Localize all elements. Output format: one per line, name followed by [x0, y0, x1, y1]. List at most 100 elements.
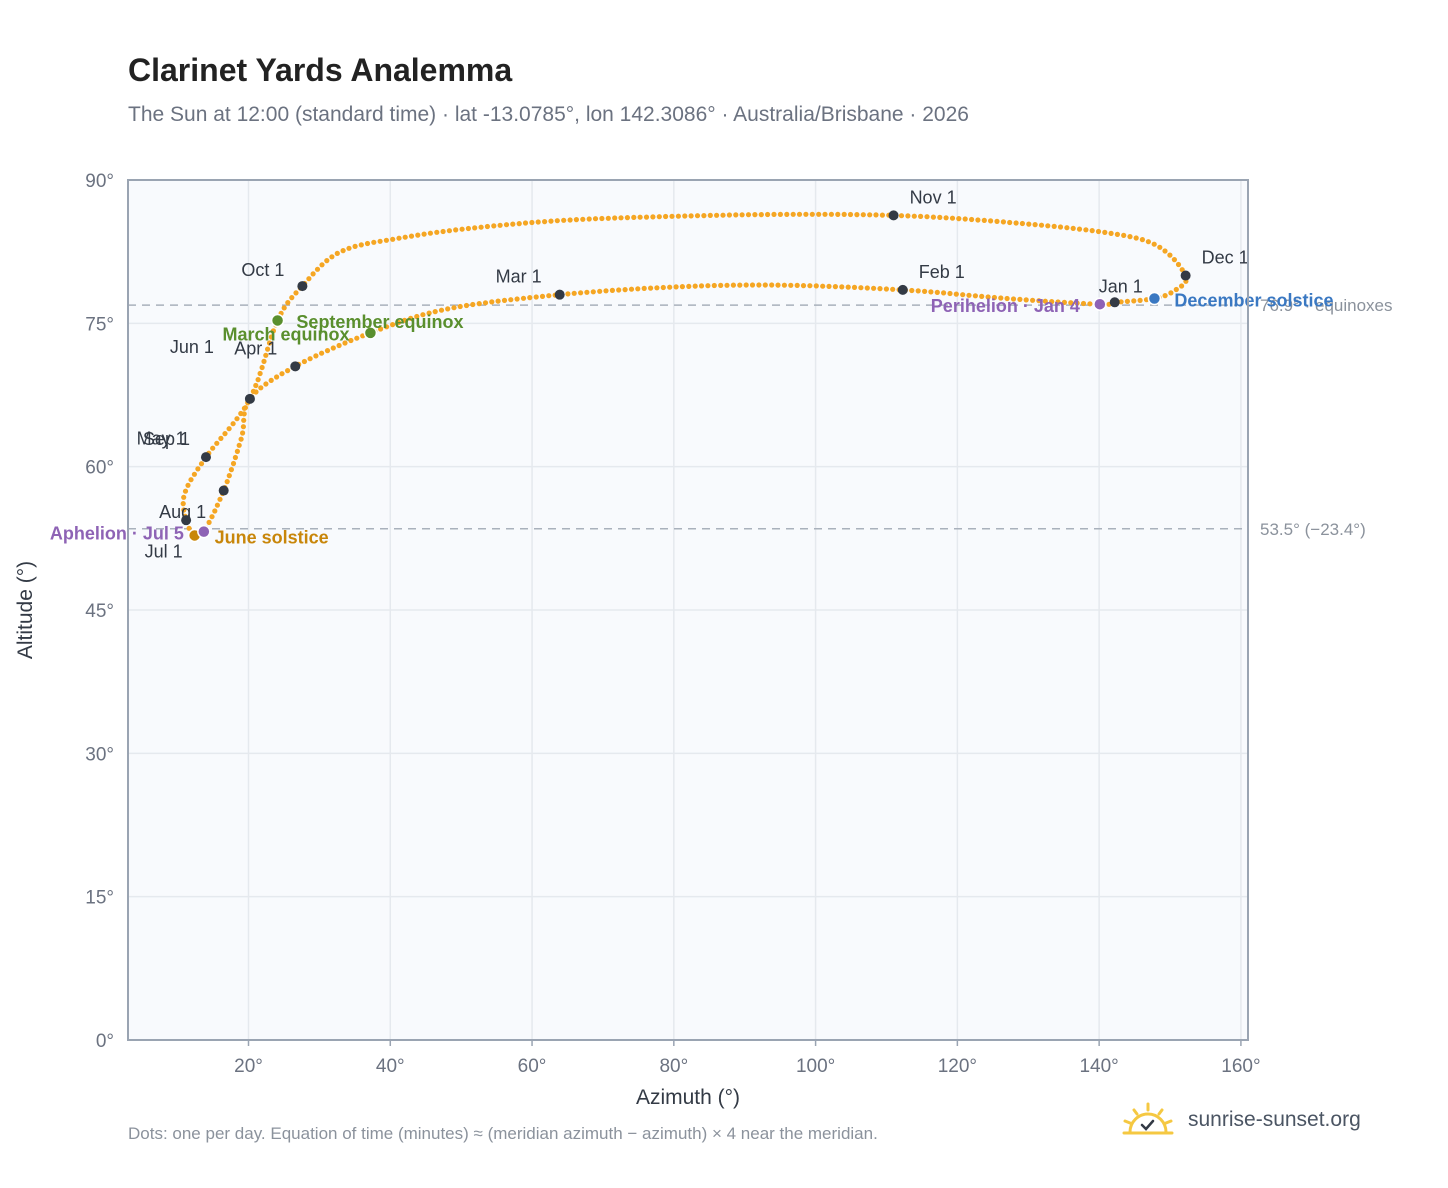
- daily-dot: [301, 358, 307, 365]
- daily-dot: [501, 297, 508, 303]
- daily-dot: [981, 217, 987, 223]
- daily-dot: [1019, 220, 1025, 227]
- month-marker-label: Apr 1: [234, 338, 277, 358]
- daily-dot: [268, 377, 274, 383]
- month-marker: [554, 289, 565, 300]
- x-tick-label: 60°: [518, 1056, 547, 1077]
- daily-dot: [682, 213, 688, 219]
- reference-line-label: 76.9° · equinoxes: [1260, 296, 1393, 315]
- daily-dot: [457, 303, 463, 310]
- daily-dot: [503, 222, 510, 228]
- daily-dot: [1010, 296, 1017, 302]
- daily-dot: [628, 286, 635, 292]
- month-marker: [181, 515, 192, 526]
- daily-dot: [191, 471, 197, 477]
- daily-dot: [567, 217, 573, 223]
- daily-dot: [281, 305, 287, 311]
- daily-dot: [446, 228, 452, 234]
- daily-dot: [445, 306, 451, 312]
- y-tick-label: 45°: [85, 601, 114, 622]
- daily-dot: [427, 230, 433, 236]
- daily-dot: [217, 496, 223, 502]
- daily-dot: [482, 300, 489, 306]
- daily-dot: [491, 223, 497, 229]
- daily-dot: [358, 242, 364, 248]
- daily-dot: [673, 284, 679, 290]
- month-marker-label: Mar 1: [496, 267, 542, 287]
- daily-dot: [510, 221, 516, 227]
- daily-dot: [402, 234, 408, 240]
- daily-dot: [1167, 252, 1173, 258]
- daily-dot: [573, 217, 580, 223]
- daily-dot: [1013, 220, 1019, 226]
- daily-dot: [998, 295, 1004, 301]
- daily-dot: [396, 319, 402, 325]
- daily-dot: [210, 445, 216, 451]
- daily-dot: [371, 239, 377, 245]
- daily-dot: [497, 222, 503, 228]
- daily-dot: [1061, 299, 1067, 305]
- brand[interactable]: sunrise-sunset.org: [1122, 1102, 1361, 1138]
- daily-dot: [1038, 222, 1045, 228]
- daily-dot: [421, 231, 427, 237]
- daily-dot: [718, 282, 724, 288]
- month-marker: [244, 393, 255, 404]
- daily-dot: [415, 232, 421, 238]
- daily-dot: [847, 211, 854, 218]
- event-label: Perihelion · Jan 4: [931, 296, 1080, 316]
- daily-dot: [679, 284, 686, 290]
- daily-dot: [1137, 297, 1143, 303]
- daily-dot: [749, 282, 756, 288]
- x-tick-label: 100°: [796, 1056, 835, 1077]
- daily-dot: [232, 454, 238, 461]
- month-marker: [218, 485, 229, 496]
- daily-dot: [324, 348, 331, 354]
- daily-dot: [928, 289, 934, 295]
- daily-dot: [238, 436, 244, 442]
- daily-dot: [571, 290, 577, 296]
- daily-dot: [1080, 300, 1087, 307]
- daily-dot: [212, 508, 218, 514]
- axis-ticks: 20° 40° 60° 80° 100° 120° 140° 160° 0° 15° 30° 45° 6…: [85, 171, 1260, 1077]
- daily-dot: [909, 287, 915, 294]
- daily-dot: [489, 299, 495, 305]
- daily-dot: [1004, 295, 1010, 302]
- daily-dot: [1000, 219, 1007, 225]
- y-tick-label: 15°: [85, 888, 114, 909]
- daily-dot: [342, 340, 348, 346]
- daily-dot: [306, 276, 312, 282]
- daily-dot: [592, 216, 599, 222]
- daily-dot: [578, 290, 584, 296]
- daily-dot: [185, 482, 191, 488]
- daily-dot: [643, 214, 650, 220]
- daily-dot: [688, 213, 694, 219]
- daily-dot: [851, 284, 858, 290]
- daily-dot: [240, 430, 246, 436]
- daily-dot: [258, 385, 264, 391]
- daily-dot: [438, 307, 445, 313]
- daily-dot: [975, 217, 981, 223]
- event-label: September equinox: [296, 312, 463, 332]
- daily-dot: [988, 218, 994, 224]
- y-tick-label: 0°: [96, 1031, 114, 1052]
- daily-dot: [898, 213, 905, 219]
- daily-dot: [181, 494, 187, 500]
- daily-dot: [354, 335, 360, 341]
- daily-dot: [698, 283, 705, 289]
- daily-dot: [650, 214, 656, 220]
- daily-dot: [873, 212, 879, 218]
- daily-dot: [242, 405, 248, 411]
- daily-dot: [514, 296, 520, 302]
- daily-dot: [1095, 228, 1102, 235]
- month-marker-label: Feb 1: [919, 262, 965, 282]
- daily-dot: [1168, 290, 1174, 296]
- x-tick-label: 120°: [938, 1056, 977, 1077]
- daily-dot: [476, 301, 482, 307]
- daily-dot: [784, 211, 790, 217]
- daily-dot: [813, 283, 819, 289]
- daily-dot: [756, 282, 762, 288]
- daily-dot: [807, 283, 813, 289]
- month-marker-label: Jul 1: [145, 541, 183, 561]
- month-marker: [1109, 297, 1120, 308]
